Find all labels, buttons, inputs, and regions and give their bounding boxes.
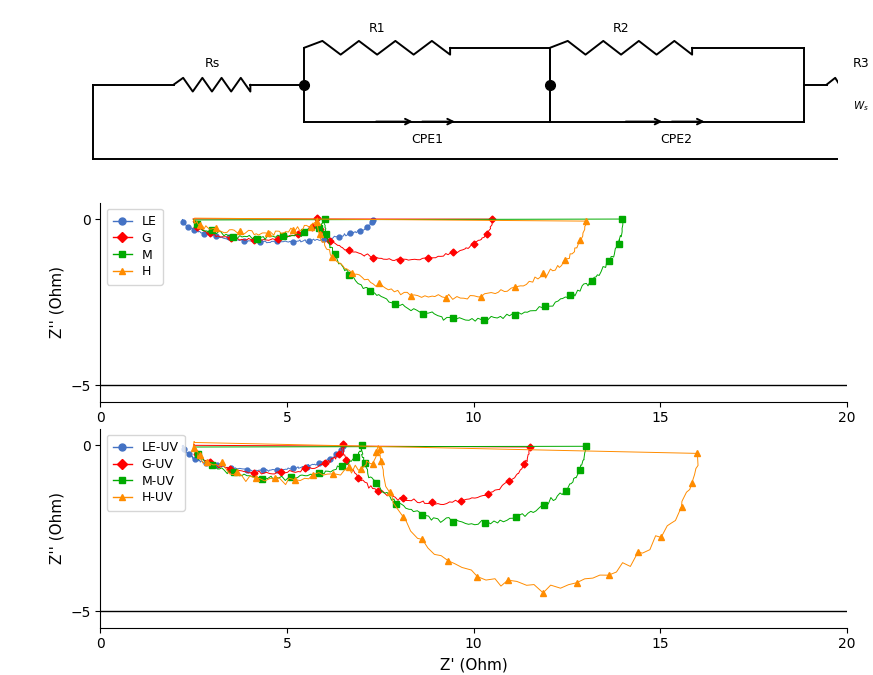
Y-axis label: Z'' (Ohm): Z'' (Ohm) [50,266,65,338]
X-axis label: Z' (Ohm): Z' (Ohm) [440,431,507,446]
Legend: LE-UV, G-UV, M-UV, H-UV: LE-UV, G-UV, M-UV, H-UV [107,435,185,510]
Text: R2: R2 [613,22,629,35]
Text: R3: R3 [853,57,870,70]
Text: CPE2: CPE2 [661,133,693,146]
Y-axis label: Z'' (Ohm): Z'' (Ohm) [50,492,65,564]
X-axis label: Z' (Ohm): Z' (Ohm) [440,657,507,672]
Text: R1: R1 [368,22,386,35]
Legend: LE, G, M, H: LE, G, M, H [107,209,162,284]
Text: $W_s$: $W_s$ [853,99,869,113]
Text: CPE1: CPE1 [411,133,443,146]
Text: Rs: Rs [204,57,220,70]
